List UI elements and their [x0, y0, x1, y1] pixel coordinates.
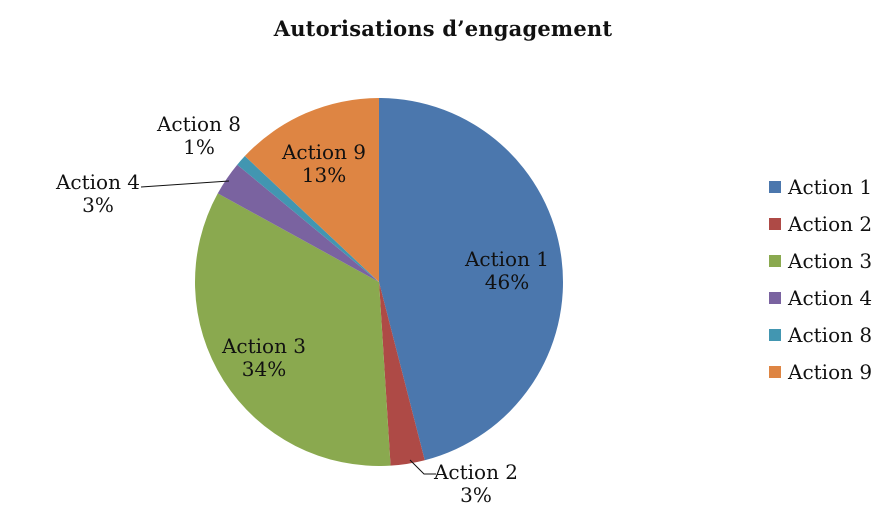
- legend-item-action-8: Action 8: [769, 323, 873, 347]
- chart-title: Autorisations d’engagement: [273, 16, 613, 41]
- data-label-action-9: Action 9 13%: [281, 140, 366, 187]
- legend-label: Action 1: [788, 175, 873, 199]
- data-label-action-4: Action 4 3%: [55, 170, 140, 217]
- legend-item-action-9: Action 9: [769, 360, 873, 384]
- legend-label: Action 3: [788, 249, 873, 273]
- data-label-action-3: Action 3 34%: [221, 334, 306, 381]
- legend-label: Action 9: [788, 360, 873, 384]
- legend-label: Action 2: [788, 212, 873, 236]
- data-label-action-8: Action 8 1%: [156, 112, 241, 159]
- legend-label: Action 4: [788, 286, 873, 310]
- pie-slice-action-9: [244, 98, 379, 282]
- legend-swatch-icon: [769, 366, 781, 378]
- legend-item-action-1: Action 1: [769, 175, 873, 199]
- legend-swatch-icon: [769, 329, 781, 341]
- pie-slice-action-2: [379, 282, 425, 466]
- legend-label: Action 8: [788, 323, 873, 347]
- leader-line-action-2: [409, 459, 436, 475]
- pie-slice-action-3: [195, 193, 391, 467]
- leader-line-action-4: [140, 180, 230, 188]
- chart-legend: Action 1 Action 2 Action 3 Action 4 Action 8…: [769, 175, 873, 384]
- legend-swatch-icon: [769, 255, 781, 267]
- data-label-action-1: Action 1 46%: [464, 247, 549, 294]
- pie-slice-action-4: [217, 164, 379, 282]
- data-label-action-2: Action 2 3%: [433, 460, 518, 507]
- pie-slice-action-1: [379, 98, 564, 461]
- legend-item-action-4: Action 4: [769, 286, 873, 310]
- legend-swatch-icon: [769, 218, 781, 230]
- pie-slice-action-8: [237, 156, 379, 282]
- legend-swatch-icon: [769, 181, 781, 193]
- legend-item-action-3: Action 3: [769, 249, 873, 273]
- legend-item-action-2: Action 2: [769, 212, 873, 236]
- legend-swatch-icon: [769, 292, 781, 304]
